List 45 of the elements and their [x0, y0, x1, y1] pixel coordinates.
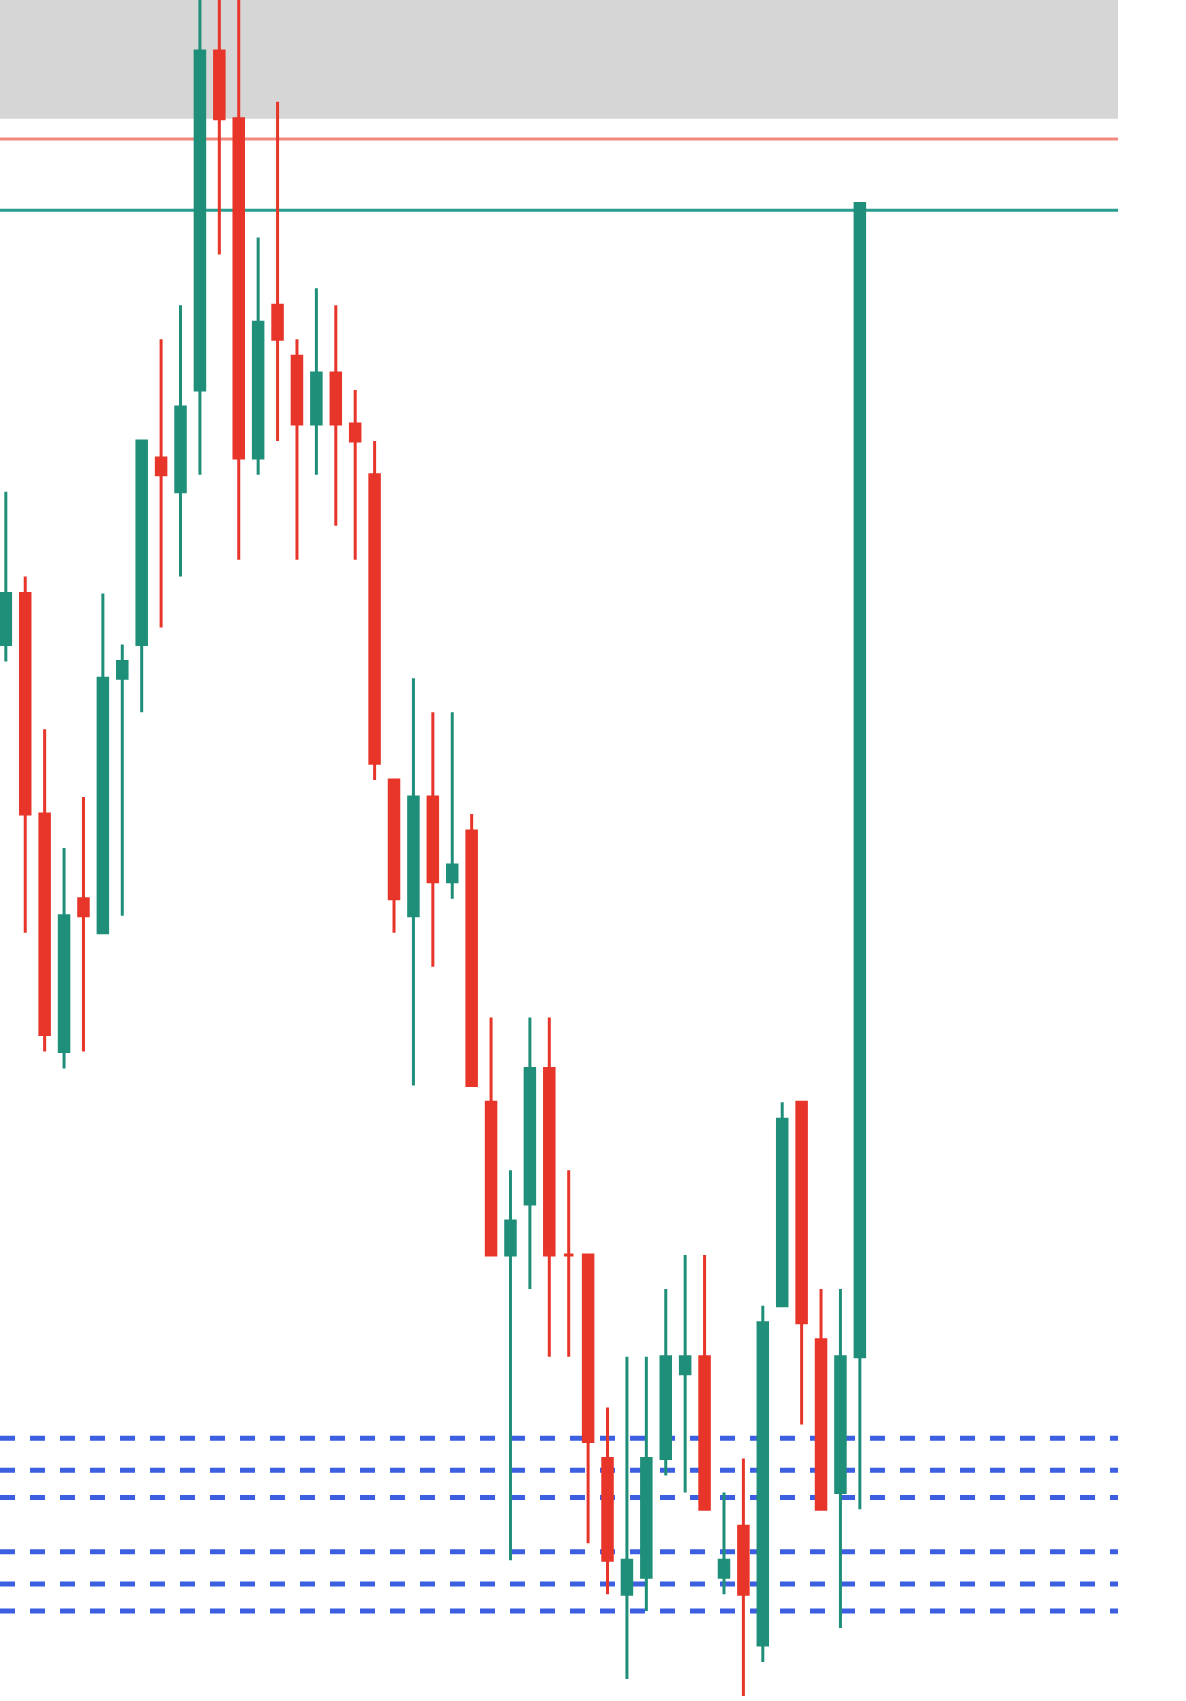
candlestick: [77, 797, 90, 1052]
candlestick: [737, 1458, 750, 1696]
candlestick: [834, 1288, 847, 1629]
candlestick: [18, 576, 32, 933]
candlestick: [116, 644, 129, 916]
candlestick: [465, 814, 478, 1087]
candlestick: [523, 1017, 537, 1289]
candlestick: [174, 305, 187, 577]
candlestick: [717, 1492, 731, 1595]
candlestick: [678, 1254, 692, 1493]
candlestick: [387, 778, 401, 933]
candlestick: [853, 202, 867, 1510]
candlestick: [640, 1356, 653, 1612]
candlestick: [659, 1288, 673, 1476]
candlestick: [756, 1305, 770, 1662]
candlestick: [775, 1102, 789, 1308]
candlestick: [329, 305, 343, 526]
candlestick: [135, 439, 148, 713]
candlestick: [310, 288, 323, 475]
candlestick: [814, 1288, 828, 1511]
candlestick: [96, 593, 110, 935]
candlestick: [232, 0, 245, 560]
candlestick: [601, 1407, 614, 1595]
candlestick: [154, 339, 168, 628]
candlestick: [213, 0, 226, 255]
candlestick: [271, 101, 284, 441]
candlestick: [620, 1356, 634, 1679]
candlestick: [484, 1017, 498, 1257]
candlestick: [0, 491, 13, 662]
candlestick: [445, 712, 459, 899]
candlestick: [193, 0, 207, 475]
candlestick: [504, 1170, 517, 1561]
candlestick: [581, 1253, 595, 1544]
candlestick: [698, 1254, 711, 1511]
candlestick: [562, 1170, 575, 1357]
candlestick: [38, 729, 51, 1052]
candlestick: [348, 390, 362, 560]
candlestick: [426, 712, 440, 967]
candlestick: [368, 440, 381, 781]
candlestick: [57, 847, 71, 1069]
candlestick: [251, 237, 265, 475]
candlestick: [407, 678, 420, 1086]
candlestick: [290, 339, 304, 560]
candlestick: [543, 1017, 556, 1357]
candlestick: [795, 1100, 808, 1425]
